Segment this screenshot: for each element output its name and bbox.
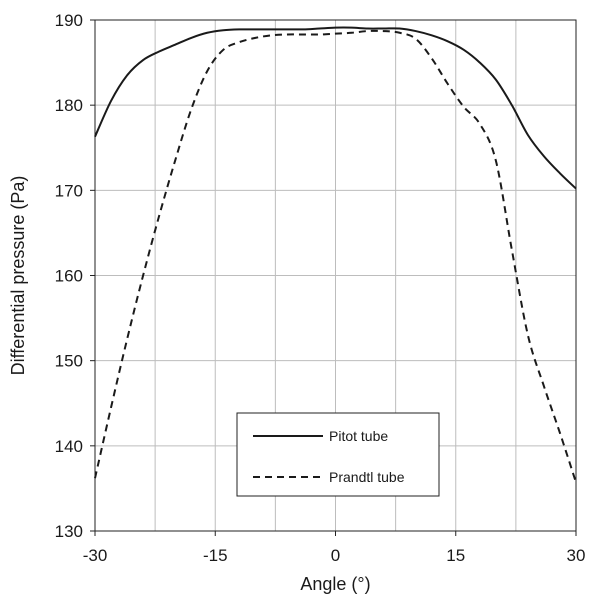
x-tick-label: -30 [83,546,108,565]
x-tick-labels: -30 -15 0 15 30 [83,531,586,565]
y-tick-label: 160 [55,267,83,286]
y-tick-label: 190 [55,11,83,30]
y-tick-label: 150 [55,352,83,371]
legend-label-pitot-tube: Pitot tube [329,428,388,444]
x-tick-label: 30 [567,546,586,565]
legend-box [236,412,440,497]
y-tick-labels: 130 140 150 160 170 180 190 [55,11,95,541]
y-tick-label: 130 [55,522,83,541]
y-tick-label: 170 [55,181,83,200]
x-axis-label: Angle (°) [300,574,370,594]
x-tick-label: 0 [331,546,340,565]
series-lines [94,26,577,483]
x-tick-label: 15 [446,546,465,565]
x-tick-label: -15 [203,546,228,565]
series-line-pitot-tube [94,26,577,190]
series-line-prandtl-tube [94,29,577,483]
legend-label-prandtl-tube: Prandtl tube [329,469,405,485]
y-axis-label: Differential pressure (Pa) [8,176,28,376]
y-tick-label: 180 [55,96,83,115]
y-tick-label: 140 [55,437,83,456]
grid [94,19,577,532]
legend: Pitot tube Prandtl tube [236,412,440,497]
